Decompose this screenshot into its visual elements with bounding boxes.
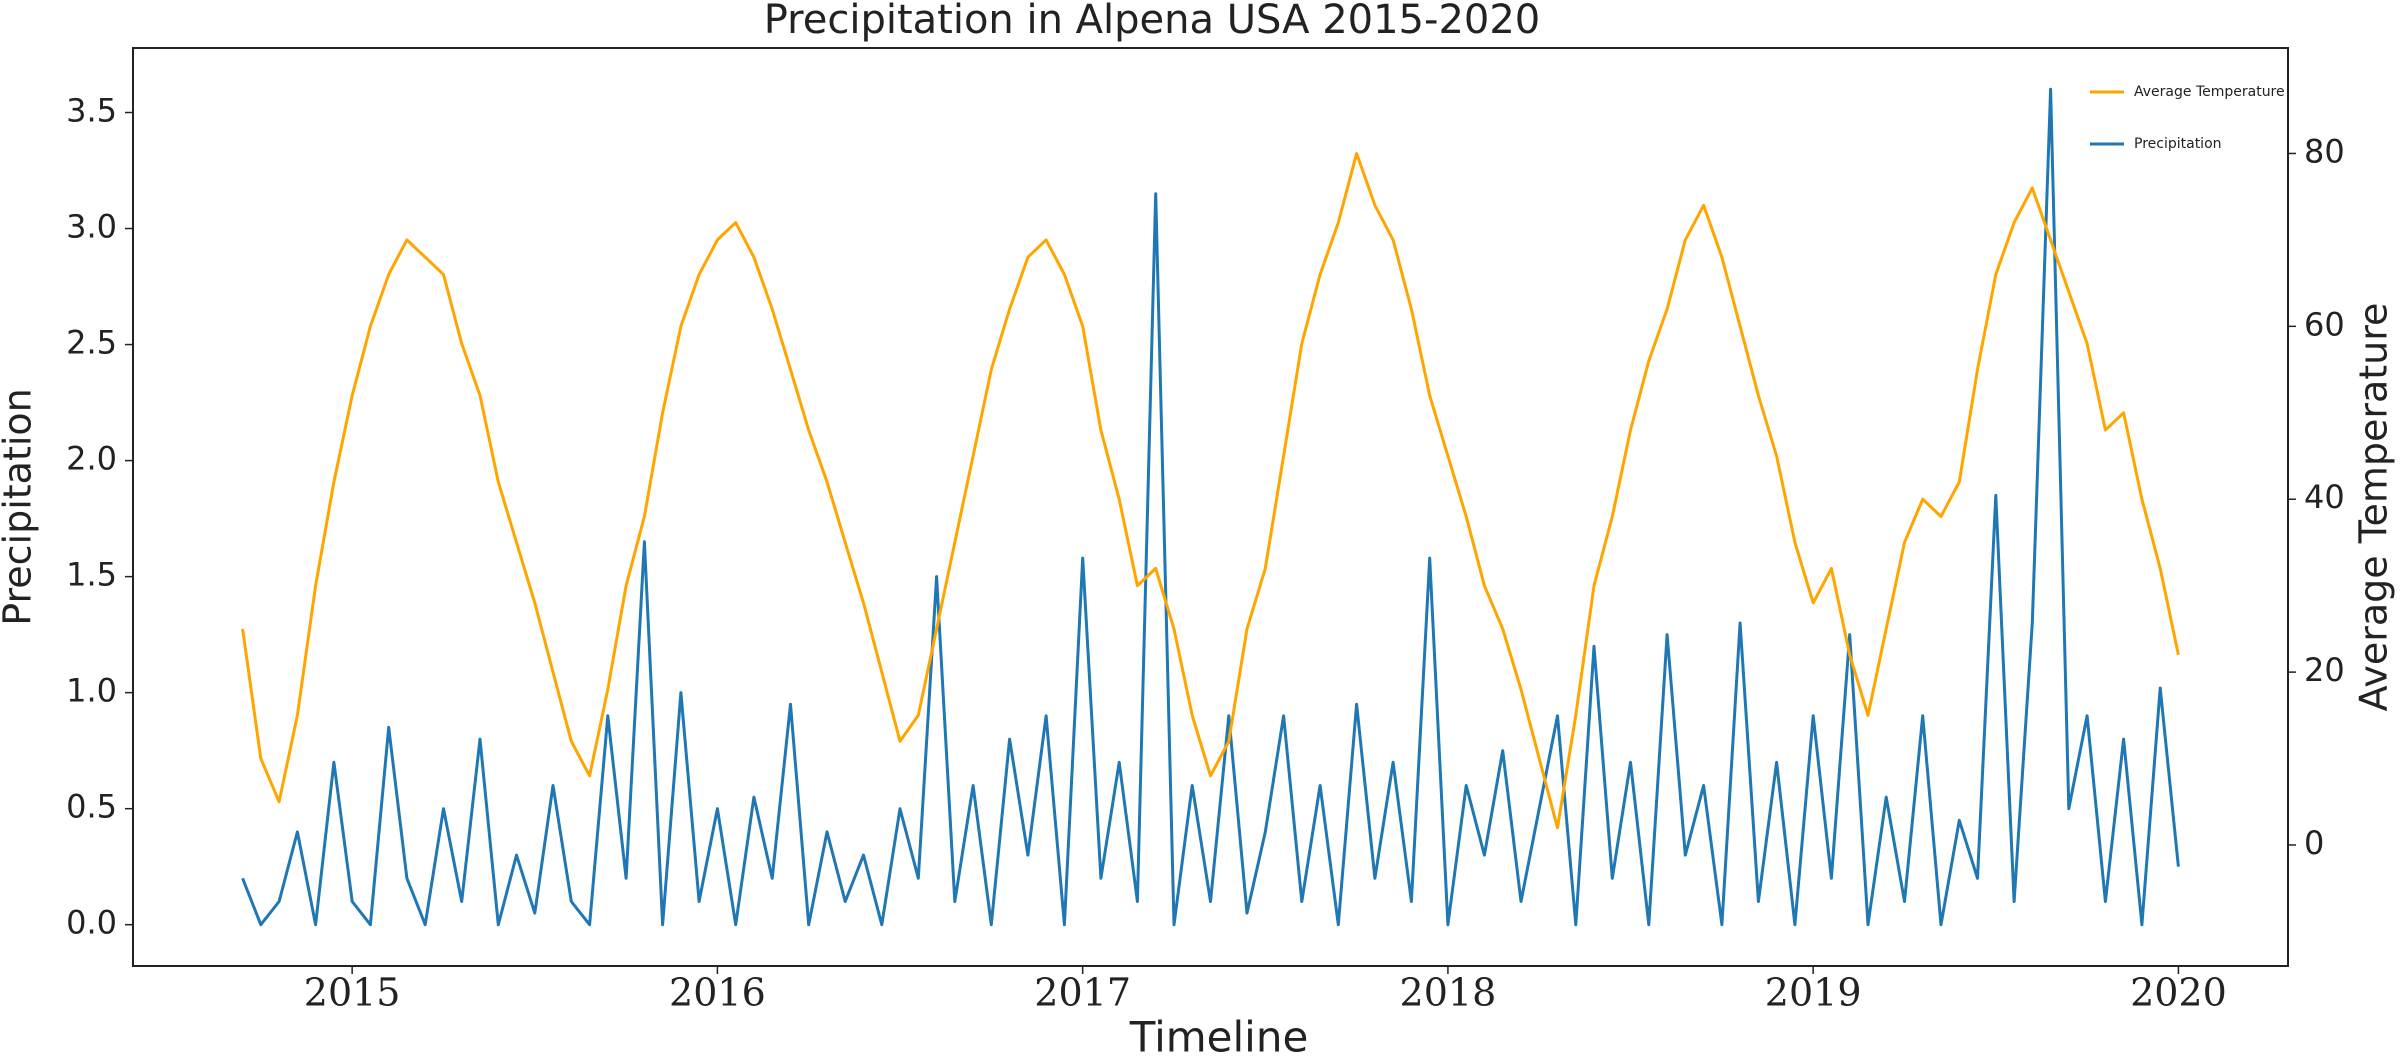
- y-axis-label: Precipitation: [0, 388, 40, 626]
- data-line: [241, 87, 2180, 927]
- axes-frame: [132, 47, 2289, 967]
- data-line: [241, 152, 2180, 830]
- x-tick-label: 2017: [1034, 971, 1131, 1015]
- x-tick-label: 2018: [1400, 971, 1497, 1015]
- y-tick-label: 1.0: [66, 672, 117, 710]
- chart-title: Precipitation in Alpena USA 2015-2020: [764, 0, 1540, 43]
- plot-area: [241, 87, 2180, 927]
- y2-tick-label: 80: [2304, 132, 2345, 170]
- y2-axis-label: Average Temperature: [2352, 303, 2396, 712]
- y2-tick-label: 0: [2304, 824, 2324, 862]
- y-tick-label: 2.5: [66, 324, 117, 362]
- y2-tick-label: 60: [2304, 305, 2345, 343]
- x-tick-label: 2019: [1765, 971, 1862, 1015]
- x-tick-label: 2020: [2130, 971, 2227, 1015]
- x-axis-label: Timeline: [1129, 1013, 1309, 1060]
- y-tick-label: 2.0: [66, 440, 117, 478]
- y-tick-label: 3.0: [66, 208, 117, 246]
- y-tick-label: 1.5: [66, 556, 117, 594]
- y-tick-label: 0.0: [66, 904, 117, 942]
- y2-tick-label: 20: [2304, 651, 2345, 689]
- y-tick-label: 3.5: [66, 92, 117, 130]
- legend-label: Precipitation: [2134, 136, 2222, 152]
- legend-label: Average Temperature: [2134, 84, 2285, 100]
- x-tick-label: 2016: [669, 971, 766, 1015]
- y2-tick-label: 40: [2304, 478, 2345, 516]
- x-tick-label: 2015: [304, 971, 401, 1015]
- y-tick-label: 0.5: [66, 788, 117, 826]
